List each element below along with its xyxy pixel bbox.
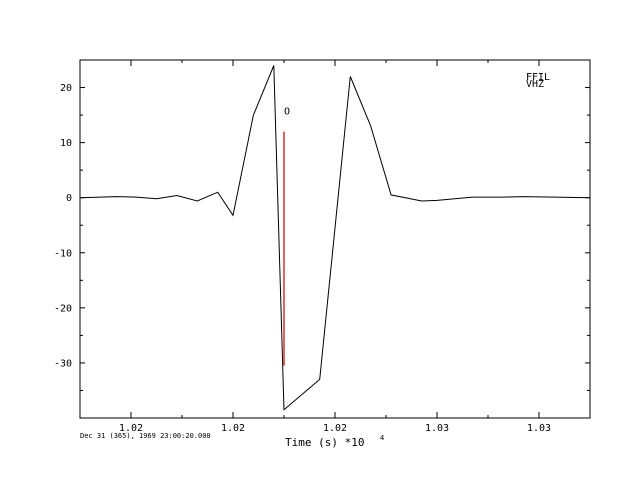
x-tick-label: 1.03 [425,423,449,434]
y-tick-label: 20 [60,83,72,94]
axis-ticks [79,59,591,419]
x-tick-label: 1.02 [119,423,143,434]
station-label: FFIL [526,72,550,83]
y-tick-label: 0 [66,193,72,204]
date-label: Dec 31 (365), 1969 23:00:20.000 [80,432,211,440]
y-tick-label: 10 [60,138,72,149]
y-tick-label: -20 [54,303,72,314]
y-tick-label: -10 [54,248,72,259]
tick-labels: -30 -20 -10 0 10 20 1.02 1.02 1.02 1.03 1.03 [54,83,551,434]
pick-marker-label: O [284,107,290,118]
y-tick-label: -30 [54,358,72,369]
channel-label: VHZ [526,79,544,90]
x-axis-title: Time (s) *10 [285,436,364,449]
x-tick-label: 1.03 [527,423,551,434]
plot-frame [79,59,591,419]
waveform-line [79,65,591,411]
x-tick-label: 1.02 [221,423,245,434]
x-axis-exponent: 4 [380,434,384,442]
x-tick-label: 1.02 [323,423,347,434]
